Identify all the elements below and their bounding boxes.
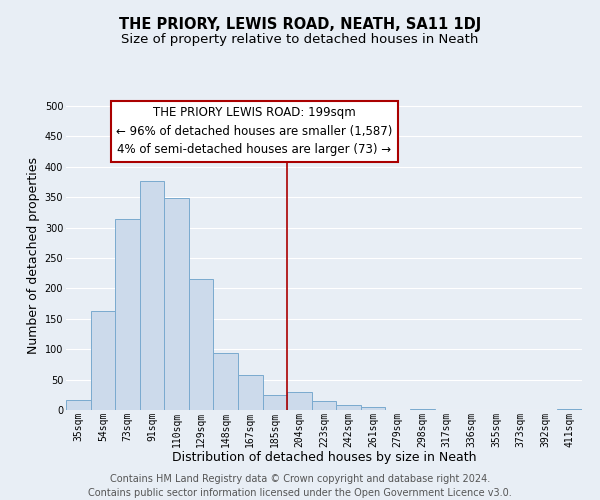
Bar: [410, 409, 434, 410]
Bar: [164, 198, 189, 410]
Bar: [287, 392, 312, 410]
Text: Size of property relative to detached houses in Neath: Size of property relative to detached ho…: [121, 32, 479, 46]
Bar: [238, 376, 263, 410]
Bar: [263, 395, 287, 410]
Y-axis label: Number of detached properties: Number of detached properties: [28, 156, 40, 354]
Bar: [91, 311, 115, 410]
Bar: [312, 401, 336, 410]
Bar: [361, 407, 385, 410]
Text: THE PRIORY, LEWIS ROAD, NEATH, SA11 1DJ: THE PRIORY, LEWIS ROAD, NEATH, SA11 1DJ: [119, 18, 481, 32]
Bar: [66, 400, 91, 410]
Bar: [189, 280, 214, 410]
Bar: [140, 181, 164, 410]
Text: Contains HM Land Registry data © Crown copyright and database right 2024.
Contai: Contains HM Land Registry data © Crown c…: [88, 474, 512, 498]
Text: THE PRIORY LEWIS ROAD: 199sqm
← 96% of detached houses are smaller (1,587)
4% of: THE PRIORY LEWIS ROAD: 199sqm ← 96% of d…: [116, 106, 392, 156]
Bar: [115, 218, 140, 410]
X-axis label: Distribution of detached houses by size in Neath: Distribution of detached houses by size …: [172, 451, 476, 464]
Bar: [336, 405, 361, 410]
Bar: [214, 354, 238, 410]
